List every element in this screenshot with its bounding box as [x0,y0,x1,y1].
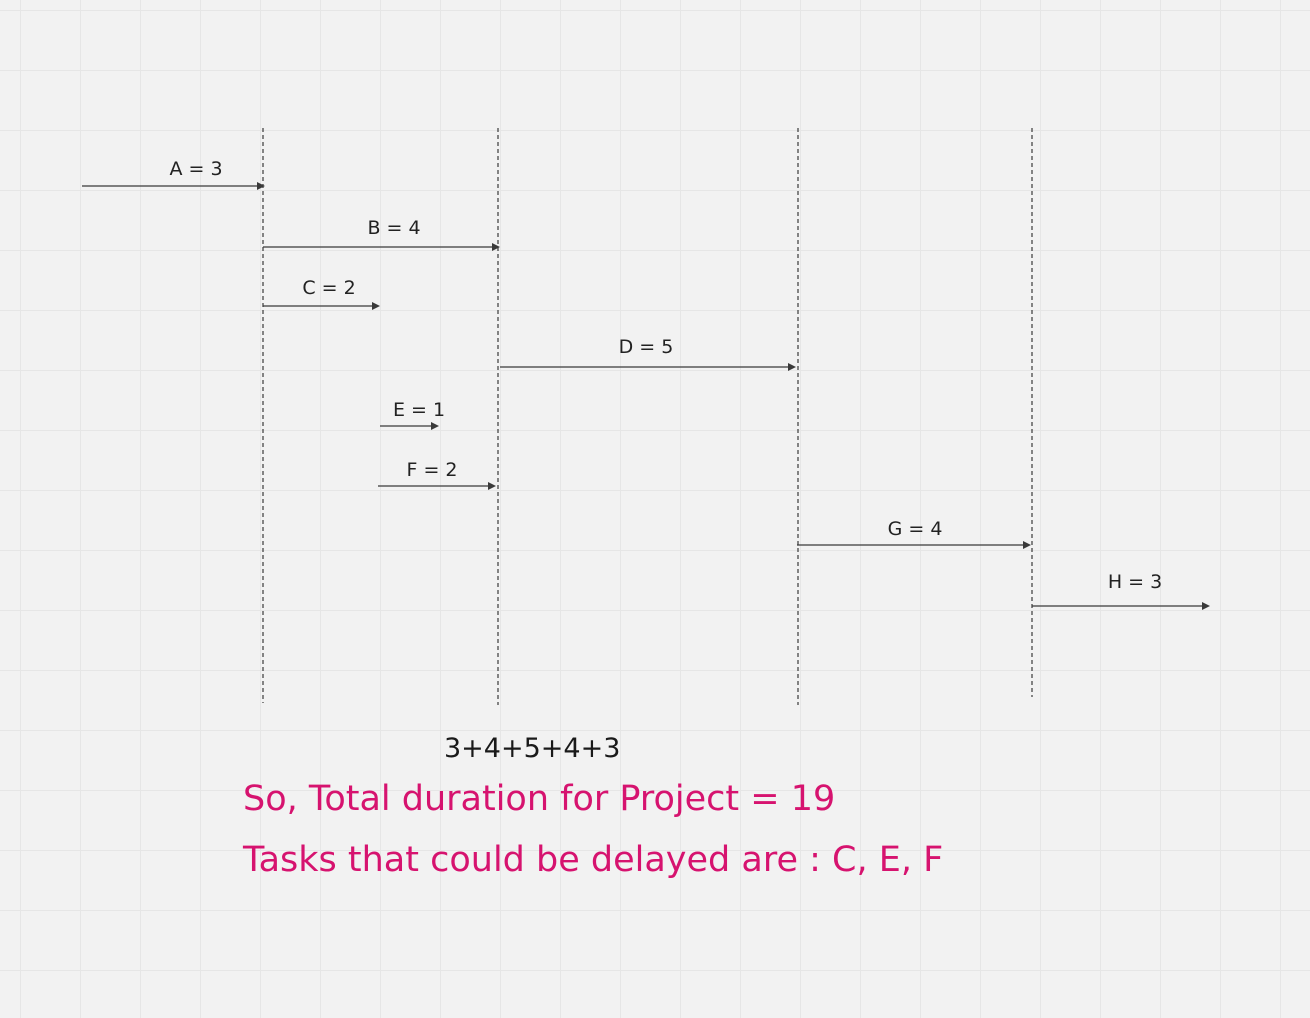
task-c-label: C = 2 [302,277,355,299]
task-b-arrow [263,243,500,251]
task-g-label: G = 4 [888,518,943,540]
task-a-arrow [82,182,265,190]
task-e-label: E = 1 [393,399,445,421]
task-a-label: A = 3 [169,158,222,180]
task-e-arrow [380,422,439,430]
task-h-arrow [1032,602,1210,610]
task-g-arrow [797,541,1031,549]
total-duration-text: So, Total duration for Project = 19 [243,779,836,819]
task-h-label: H = 3 [1108,571,1162,593]
task-f-arrow [378,482,496,490]
delayable-tasks-text: Tasks that could be delayed are : C, E, … [243,840,944,880]
task-d-arrow [500,363,796,371]
task-c-arrow [263,302,380,310]
task-d-label: D = 5 [619,336,674,358]
duration-sum-text: 3+4+5+4+3 [444,733,621,764]
task-b-label: B = 4 [367,217,420,239]
task-f-label: F = 2 [406,459,457,481]
